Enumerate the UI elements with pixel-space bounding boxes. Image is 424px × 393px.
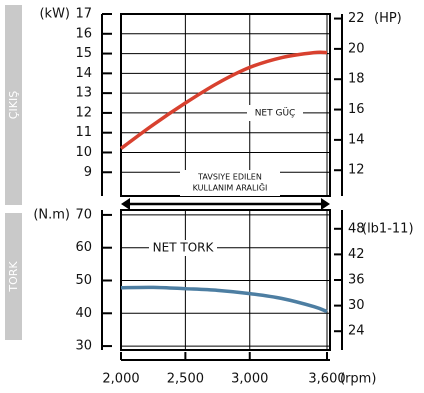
y-tick-label: 50 (75, 273, 92, 288)
y-tick-label: 60 (75, 240, 92, 255)
x-tick-label: 2,500 (167, 372, 204, 387)
x-tick-label: 3,600 (308, 372, 345, 387)
panel-title: TORK (7, 261, 20, 293)
y-tick-label: 9 (84, 165, 92, 180)
series-line (120, 285, 328, 314)
x-tick-label: 2,000 (102, 372, 139, 387)
panel-title: ÇIKIŞ (7, 91, 20, 119)
y2-tick-label: 24 (348, 324, 365, 339)
y2-tick-label: 12 (348, 163, 365, 178)
annotation-bg (149, 240, 217, 256)
y2-tick-label: 48 (348, 221, 365, 236)
y2-tick-label: 14 (348, 132, 365, 147)
y-tick-label: 16 (75, 26, 92, 41)
x-tick-label: 3,000 (231, 372, 268, 387)
y-tick-label: 40 (75, 306, 92, 321)
y-tick-label: 10 (75, 145, 92, 160)
range-label-bg (180, 170, 280, 196)
y2-tick-label: 16 (348, 102, 365, 117)
side-band (5, 213, 22, 340)
y2-tick-label: 22 (348, 11, 365, 26)
y2-axis-label: (lb1-11) (362, 221, 414, 236)
y2-tick-label: 20 (348, 41, 365, 56)
y-tick-label: 15 (75, 46, 92, 61)
y-axis-label: (N.m) (33, 207, 70, 222)
series-line (119, 50, 328, 150)
range-label: KULLANIM ARALIĞI (193, 182, 268, 193)
y-tick-label: 14 (75, 66, 92, 81)
y-tick-label: 70 (75, 207, 92, 222)
y-tick-label: 30 (75, 339, 92, 354)
annotation-bg (247, 105, 303, 121)
y2-tick-label: 36 (348, 273, 365, 288)
y2-tick-label: 42 (348, 247, 365, 262)
y-tick-label: 13 (75, 86, 92, 101)
y-tick-label: 17 (75, 7, 92, 22)
side-band (5, 5, 22, 205)
annotation: NET GÜÇ (255, 108, 296, 119)
annotation: NET TORK (153, 241, 215, 255)
y2-axis-label: (HP) (374, 11, 402, 26)
y2-tick-label: 18 (348, 72, 365, 87)
y-tick-label: 12 (75, 105, 92, 120)
y2-tick-label: 30 (348, 298, 365, 313)
y-tick-label: 11 (75, 125, 92, 140)
range-label: TAVSIYE EDILEN (197, 173, 262, 182)
x-axis-label: (rpm) (340, 372, 376, 387)
y-axis-label: (kW) (39, 7, 70, 22)
